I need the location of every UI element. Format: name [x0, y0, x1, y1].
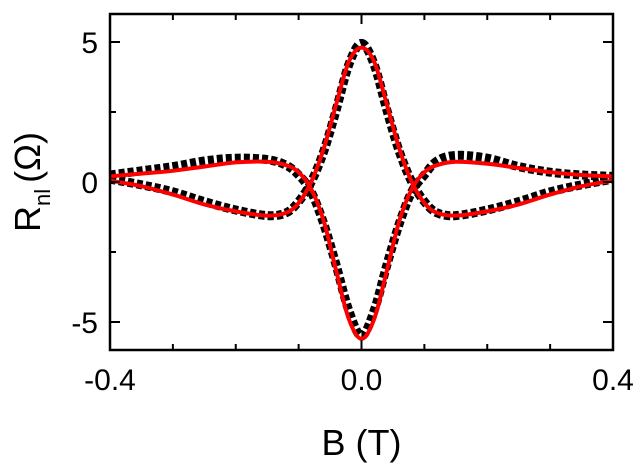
axis-ticks [109, 14, 614, 350]
data-trace-1 [110, 38, 613, 221]
y-tick-label: -5 [71, 307, 98, 340]
data-trace-0 [110, 150, 613, 341]
y-tick-label: 5 [81, 27, 98, 60]
y-tick-label: 0 [81, 167, 98, 200]
x-axis-label: B (T) [322, 422, 402, 463]
x-tick-label: 0.0 [341, 364, 383, 397]
fit-line-3 [110, 45, 613, 218]
y-axis-label-main: R [7, 206, 48, 232]
x-tick-label: -0.4 [84, 364, 136, 397]
x-tick-label: 0.4 [592, 364, 634, 397]
y-axis-label: Rnl (Ω) [7, 132, 55, 232]
y-tick-labels: -5 0 5 [71, 27, 98, 340]
plot-frame [108, 12, 615, 352]
plot-area [110, 38, 613, 341]
y-axis-label-subscript: nl [30, 189, 55, 206]
fit-line-2 [110, 159, 613, 341]
y-axis-label-unit: (Ω) [7, 132, 48, 183]
x-tick-labels: -0.4 0.0 0.4 [84, 364, 634, 397]
